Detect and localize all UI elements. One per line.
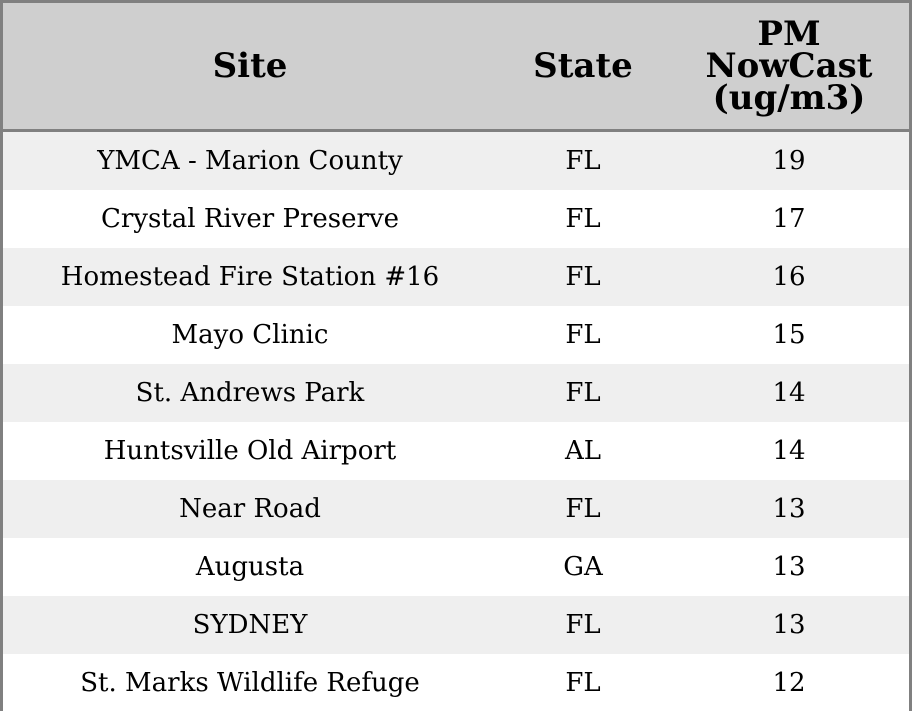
- cell-site: Crystal River Preserve: [100, 204, 400, 234]
- header-site: Site: [212, 46, 288, 86]
- table-row: St. Marks Wildlife Refuge FL 12: [3, 654, 909, 712]
- table-body: YMCA - Marion County FL 19 Crystal River Pr…: [3, 132, 909, 712]
- table-row: Augusta GA 13: [3, 538, 909, 596]
- cell-pm-nowcast: 14: [772, 378, 806, 408]
- table-row: Crystal River Preserve FL 17: [3, 190, 909, 248]
- table-row: SYDNEY FL 13: [3, 596, 909, 654]
- header-pm-nowcast: PM NowCast (ug/m3): [669, 3, 909, 129]
- cell-site: Augusta: [195, 552, 305, 582]
- cell-pm-nowcast: 16: [772, 262, 806, 292]
- cell-pm-nowcast: 17: [772, 204, 806, 234]
- cell-pm-nowcast: 15: [772, 320, 806, 350]
- cell-state: FL: [565, 668, 601, 698]
- table-row: Homestead Fire Station #16 FL 16: [3, 248, 909, 306]
- cell-state: FL: [565, 146, 601, 176]
- cell-state: AL: [564, 436, 602, 466]
- header-pm-line-3: (ug/m3): [712, 78, 866, 118]
- cell-state: FL: [565, 378, 601, 408]
- table-row: St. Andrews Park FL 14: [3, 364, 909, 422]
- cell-site: St. Andrews Park: [135, 378, 365, 408]
- header-pm-line-1: PM: [757, 14, 821, 54]
- cell-pm-nowcast: 13: [772, 610, 806, 640]
- header-pm-line-2: NowCast: [705, 46, 873, 86]
- cell-state: FL: [565, 262, 601, 292]
- cell-site: Huntsville Old Airport: [103, 436, 397, 466]
- cell-state: FL: [565, 320, 601, 350]
- cell-site: SYDNEY: [192, 610, 308, 640]
- table-row: YMCA - Marion County FL 19: [3, 132, 909, 190]
- cell-pm-nowcast: 19: [772, 146, 806, 176]
- table-row: Near Road FL 13: [3, 480, 909, 538]
- cell-pm-nowcast: 13: [772, 494, 806, 524]
- cell-state: FL: [565, 494, 601, 524]
- header-state: State: [533, 46, 633, 86]
- cell-site: Homestead Fire Station #16: [60, 262, 440, 292]
- cell-site: Mayo Clinic: [171, 320, 329, 350]
- cell-site: St. Marks Wildlife Refuge: [80, 668, 420, 698]
- table-row: Mayo Clinic FL 15: [3, 306, 909, 364]
- cell-state: FL: [565, 610, 601, 640]
- table-row: Huntsville Old Airport AL 14: [3, 422, 909, 480]
- cell-state: FL: [565, 204, 601, 234]
- cell-site: YMCA - Marion County: [97, 146, 403, 176]
- cell-pm-nowcast: 14: [772, 436, 806, 466]
- table-header: Site State PM NowCast (ug/m3): [3, 3, 909, 132]
- cell-pm-nowcast: 13: [772, 552, 806, 582]
- cell-pm-nowcast: 12: [772, 668, 806, 698]
- cell-state: GA: [563, 552, 603, 582]
- cell-site: Near Road: [179, 494, 321, 524]
